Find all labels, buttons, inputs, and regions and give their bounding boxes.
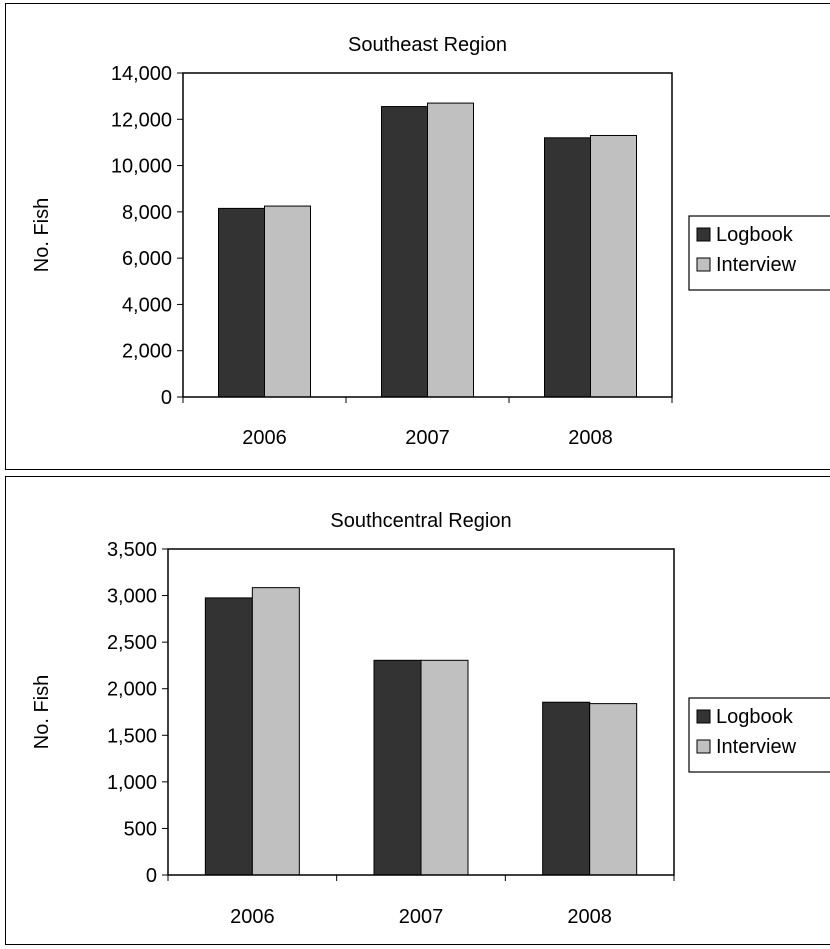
y-tick-label: 6,000 bbox=[122, 248, 172, 270]
x-tick-label: 2007 bbox=[399, 906, 444, 928]
y-tick-label: 1,000 bbox=[107, 772, 157, 794]
southcentral-chart-panel: Southcentral Region No. Fish 0 500 1,000 1,50… bbox=[5, 476, 830, 945]
y-tick-label: 3,000 bbox=[107, 586, 157, 608]
y-tick-label: 14,000 bbox=[111, 63, 172, 85]
bar-interview-2006 bbox=[264, 205, 311, 398]
y-tick-label: 500 bbox=[124, 818, 157, 840]
southeast-chart: Southeast Region No. Fish 0 2,000 4,000 6,000… bbox=[31, 34, 830, 449]
bar-interview-2008 bbox=[590, 134, 637, 398]
x-tick-label: 2008 bbox=[567, 906, 612, 928]
y-tick-label: 2,000 bbox=[107, 679, 157, 701]
legend-label-logbook: Logbook bbox=[716, 224, 794, 246]
x-tick-label: 2006 bbox=[230, 906, 275, 928]
bar-interview-2006 bbox=[251, 587, 300, 876]
legend-box bbox=[688, 215, 830, 291]
y-tick-label: 4,000 bbox=[122, 294, 172, 316]
y-tick-label: 2,000 bbox=[122, 341, 172, 363]
x-tick-label: 2006 bbox=[242, 427, 287, 449]
y-axis-label: No. Fish bbox=[31, 198, 53, 272]
y-tick-label: 8,000 bbox=[122, 202, 172, 224]
legend-swatch-interview bbox=[696, 739, 711, 754]
bar-logbook-2007 bbox=[381, 106, 428, 398]
legend-label-interview: Interview bbox=[716, 736, 797, 758]
legend-label-logbook: Logbook bbox=[716, 706, 794, 728]
bar-interview-2007 bbox=[427, 102, 474, 398]
legend-swatch-logbook bbox=[696, 227, 711, 242]
plot-area-frame bbox=[182, 72, 673, 398]
legend-swatch-interview bbox=[696, 257, 711, 272]
bar-logbook-2008 bbox=[544, 137, 591, 398]
y-tick-label: 2,500 bbox=[107, 632, 157, 654]
y-tick-label: 1,500 bbox=[107, 725, 157, 747]
legend-label-interview: Interview bbox=[716, 254, 797, 276]
y-tick-label: 3,500 bbox=[107, 539, 157, 561]
x-tick-label: 2008 bbox=[568, 427, 613, 449]
plot-area-frame bbox=[167, 548, 675, 876]
chart-title: Southcentral Region bbox=[330, 510, 511, 532]
bar-logbook-2008 bbox=[542, 701, 591, 876]
bar-interview-2008 bbox=[589, 703, 638, 876]
chart-title: Southeast Region bbox=[348, 34, 507, 56]
y-tick-label: 0 bbox=[161, 387, 172, 409]
legend-swatch-logbook bbox=[696, 709, 711, 724]
bar-logbook-2006 bbox=[204, 597, 253, 876]
southcentral-chart: Southcentral Region No. Fish 0 500 1,000 1,50… bbox=[31, 510, 830, 928]
legend-box bbox=[688, 697, 830, 773]
southeast-chart-panel: Southeast Region No. Fish 0 2,000 4,000 6,000… bbox=[5, 3, 830, 470]
y-axis-label: No. Fish bbox=[31, 675, 53, 749]
legend: Logbook Interview bbox=[688, 215, 830, 291]
bar-interview-2007 bbox=[420, 659, 469, 876]
y-tick-label: 10,000 bbox=[111, 156, 172, 178]
y-tick-label: 0 bbox=[146, 865, 157, 887]
bar-logbook-2006 bbox=[218, 207, 265, 398]
x-tick-label: 2007 bbox=[405, 427, 450, 449]
bar-logbook-2007 bbox=[373, 659, 422, 876]
y-tick-label: 12,000 bbox=[111, 109, 172, 131]
legend: Logbook Interview bbox=[688, 697, 830, 773]
